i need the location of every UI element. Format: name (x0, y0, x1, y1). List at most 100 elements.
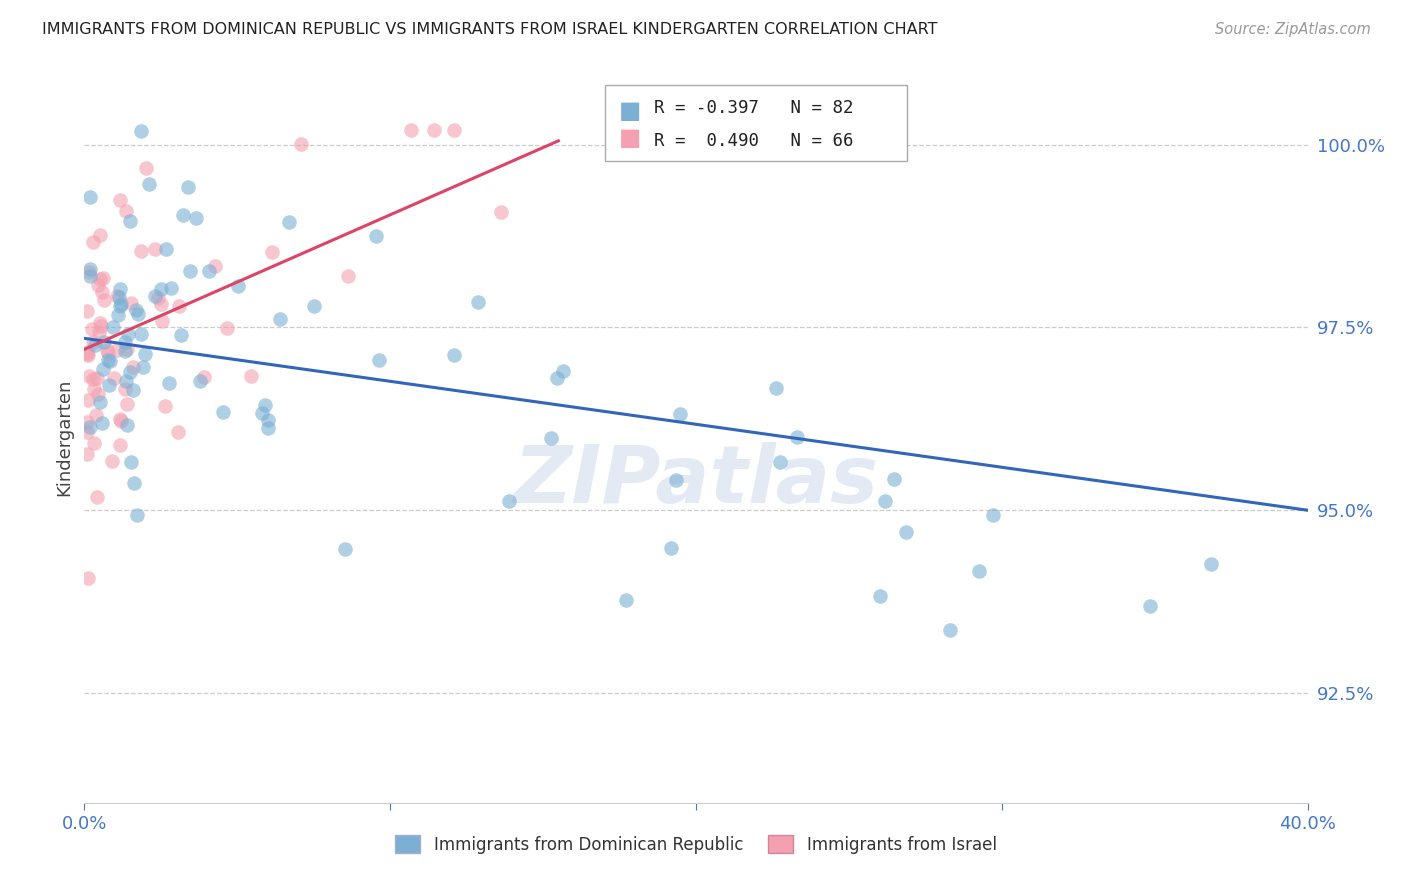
Point (769, 455, 792, 469)
Point (83, 436, 105, 450)
Point (664, 473, 686, 487)
Point (160, 281, 183, 295)
Point (765, 381, 787, 395)
Point (82, 334, 104, 349)
Point (103, 371, 125, 385)
Point (84, 408, 107, 422)
Point (176, 179, 198, 194)
Point (89, 227, 111, 242)
Text: Source: ZipAtlas.com: Source: ZipAtlas.com (1215, 22, 1371, 37)
Point (186, 211, 208, 226)
Point (84, 338, 107, 352)
Point (240, 368, 263, 383)
Point (129, 244, 152, 259)
Point (269, 312, 291, 326)
Point (443, 348, 465, 362)
Point (491, 204, 513, 219)
Point (86, 490, 108, 504)
Point (115, 397, 138, 411)
Point (1139, 599, 1161, 614)
Point (498, 493, 520, 508)
Point (79, 420, 101, 434)
Point (659, 541, 682, 555)
Point (105, 288, 128, 302)
Point (82, 372, 104, 386)
Point (938, 624, 960, 638)
Point (155, 243, 177, 257)
Point (108, 438, 131, 452)
Point (76, 425, 98, 439)
Point (90, 318, 112, 333)
Point (250, 406, 273, 420)
Point (93, 335, 115, 350)
Y-axis label: Kindergarten: Kindergarten (55, 378, 73, 496)
Point (167, 300, 190, 314)
Point (98, 378, 121, 392)
Point (108, 193, 131, 207)
Point (120, 455, 142, 469)
Point (135, 161, 157, 175)
Point (399, 123, 422, 137)
Point (967, 564, 990, 578)
Point (110, 414, 132, 428)
Point (105, 343, 128, 357)
Point (76, 415, 98, 429)
Point (120, 365, 142, 379)
Point (366, 229, 388, 244)
Point (114, 204, 136, 219)
Point (100, 454, 122, 468)
Point (894, 525, 917, 540)
Point (89, 316, 111, 330)
Point (170, 327, 193, 342)
Point (115, 417, 138, 432)
Point (981, 508, 1004, 522)
Point (129, 326, 152, 341)
Point (166, 425, 188, 439)
Point (120, 214, 142, 228)
Point (79, 190, 101, 204)
Point (80, 322, 103, 336)
Point (143, 242, 166, 256)
Point (77, 265, 100, 279)
Point (215, 321, 238, 335)
Point (114, 334, 136, 349)
Point (77, 348, 100, 362)
Point (1199, 558, 1222, 572)
Point (114, 382, 136, 396)
Point (98, 353, 121, 368)
Point (108, 283, 131, 297)
Point (204, 259, 226, 273)
Point (89, 272, 111, 286)
Point (89, 395, 111, 409)
Point (786, 430, 808, 444)
Point (76, 303, 98, 318)
Point (146, 291, 169, 305)
Point (134, 347, 156, 361)
Point (179, 263, 201, 277)
Point (91, 285, 114, 299)
Point (77, 369, 100, 384)
Point (86, 371, 108, 385)
Point (669, 407, 692, 421)
Point (443, 123, 465, 137)
Point (333, 542, 356, 557)
Point (110, 297, 132, 311)
Point (157, 376, 180, 390)
Point (87, 325, 110, 339)
Point (212, 405, 235, 419)
Point (551, 364, 574, 378)
Point (82, 235, 104, 250)
Text: IMMIGRANTS FROM DOMINICAN REPUBLIC VS IMMIGRANTS FROM ISRAEL KINDERGARTEN CORREL: IMMIGRANTS FROM DOMINICAN REPUBLIC VS IM… (42, 22, 938, 37)
Point (120, 295, 142, 310)
Point (132, 359, 155, 374)
Point (79, 262, 101, 277)
Point (97, 346, 120, 360)
Point (143, 289, 166, 303)
Point (108, 299, 131, 313)
Text: ZIPatlas: ZIPatlas (513, 442, 879, 520)
Point (83, 382, 105, 396)
Point (76, 347, 98, 361)
Point (121, 383, 143, 397)
Point (150, 282, 173, 296)
Legend: Immigrants from Dominican Republic, Immigrants from Israel: Immigrants from Dominican Republic, Immi… (388, 829, 1004, 860)
